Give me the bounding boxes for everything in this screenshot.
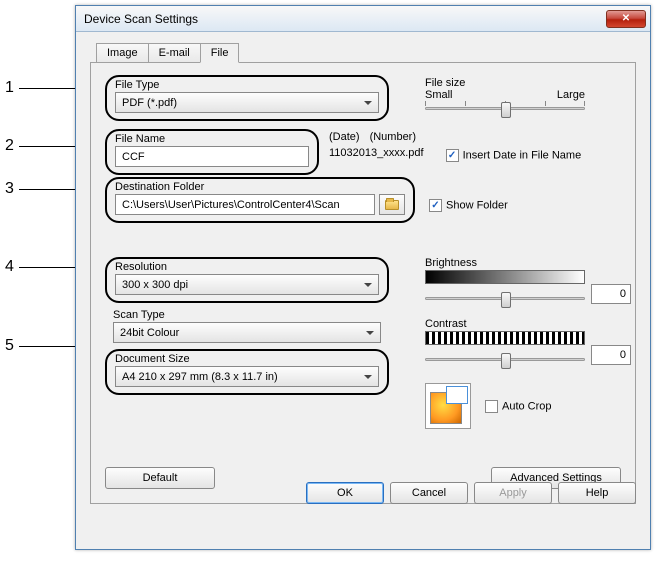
contrast-bar <box>425 331 585 345</box>
brightness-bar <box>425 270 585 284</box>
ok-button[interactable]: OK <box>306 482 384 504</box>
auto-crop-checkbox[interactable] <box>485 400 498 413</box>
tab-panel-file: File Type PDF (*.pdf) File size Small La… <box>90 62 636 504</box>
apply-button[interactable]: Apply <box>474 482 552 504</box>
default-button[interactable]: Default <box>105 467 215 489</box>
browse-folder-button[interactable] <box>379 194 405 215</box>
resolution-dropdown[interactable]: 300 x 300 dpi <box>115 274 379 295</box>
contrast-value[interactable]: 0 <box>591 345 631 365</box>
doc-size-label: Document Size <box>115 353 379 365</box>
file-name-input[interactable]: CCF <box>115 146 309 167</box>
cancel-button[interactable]: Cancel <box>390 482 468 504</box>
file-size-label: File size <box>425 77 621 89</box>
scan-type-label: Scan Type <box>113 309 377 321</box>
brightness-label: Brightness <box>425 257 635 269</box>
resolution-label: Resolution <box>115 261 379 273</box>
brightness-value[interactable]: 0 <box>591 284 631 304</box>
dest-folder-input[interactable]: C:\Users\User\Pictures\ControlCenter4\Sc… <box>115 194 375 215</box>
file-name-label: File Name <box>115 133 309 145</box>
resolution-value: 300 x 300 dpi <box>122 279 188 291</box>
scan-type-dropdown[interactable]: 24bit Colour <box>113 322 381 343</box>
dialog-window: Device Scan Settings Image E-mail File F… <box>75 5 651 550</box>
file-size-slider[interactable] <box>425 107 585 110</box>
contrast-slider[interactable] <box>425 358 585 361</box>
file-size-large: Large <box>557 89 585 101</box>
callout-3: 3 <box>5 180 19 198</box>
file-type-label: File Type <box>115 79 379 91</box>
callout-1: 1 <box>5 79 19 97</box>
dest-folder-label: Destination Folder <box>115 181 405 193</box>
file-size-small: Small <box>425 89 453 101</box>
file-type-value: PDF (*.pdf) <box>122 97 177 109</box>
date-header: (Date) <box>329 131 360 143</box>
folder-icon <box>385 200 399 210</box>
scan-type-value: 24bit Colour <box>120 327 179 339</box>
file-name-value: CCF <box>122 151 145 163</box>
tab-image[interactable]: Image <box>96 43 149 63</box>
insert-date-checkbox[interactable] <box>446 149 459 162</box>
doc-size-value: A4 210 x 297 mm (8.3 x 11.7 in) <box>122 371 278 383</box>
contrast-label: Contrast <box>425 318 635 330</box>
brightness-slider[interactable] <box>425 297 585 300</box>
callout-4: 4 <box>5 258 19 276</box>
insert-date-label: Insert Date in File Name <box>463 149 582 161</box>
dest-folder-value: C:\Users\User\Pictures\ControlCenter4\Sc… <box>122 199 340 211</box>
file-type-dropdown[interactable]: PDF (*.pdf) <box>115 92 379 113</box>
preview-thumbnail <box>425 383 471 429</box>
auto-crop-label: Auto Crop <box>502 400 552 412</box>
filename-preview: 11032013_xxxx.pdf <box>329 147 424 159</box>
titlebar: Device Scan Settings <box>76 6 650 32</box>
tab-email[interactable]: E-mail <box>148 43 201 63</box>
doc-size-dropdown[interactable]: A4 210 x 297 mm (8.3 x 11.7 in) <box>115 366 379 387</box>
show-folder-label: Show Folder <box>446 199 508 211</box>
tab-strip: Image E-mail File <box>90 42 636 62</box>
callout-2: 2 <box>5 137 19 155</box>
number-header: (Number) <box>370 131 416 143</box>
tab-file[interactable]: File <box>200 43 240 63</box>
close-button[interactable] <box>606 10 646 28</box>
help-button[interactable]: Help <box>558 482 636 504</box>
window-title: Device Scan Settings <box>84 12 606 26</box>
callout-5: 5 <box>5 337 19 355</box>
show-folder-checkbox[interactable] <box>429 199 442 212</box>
